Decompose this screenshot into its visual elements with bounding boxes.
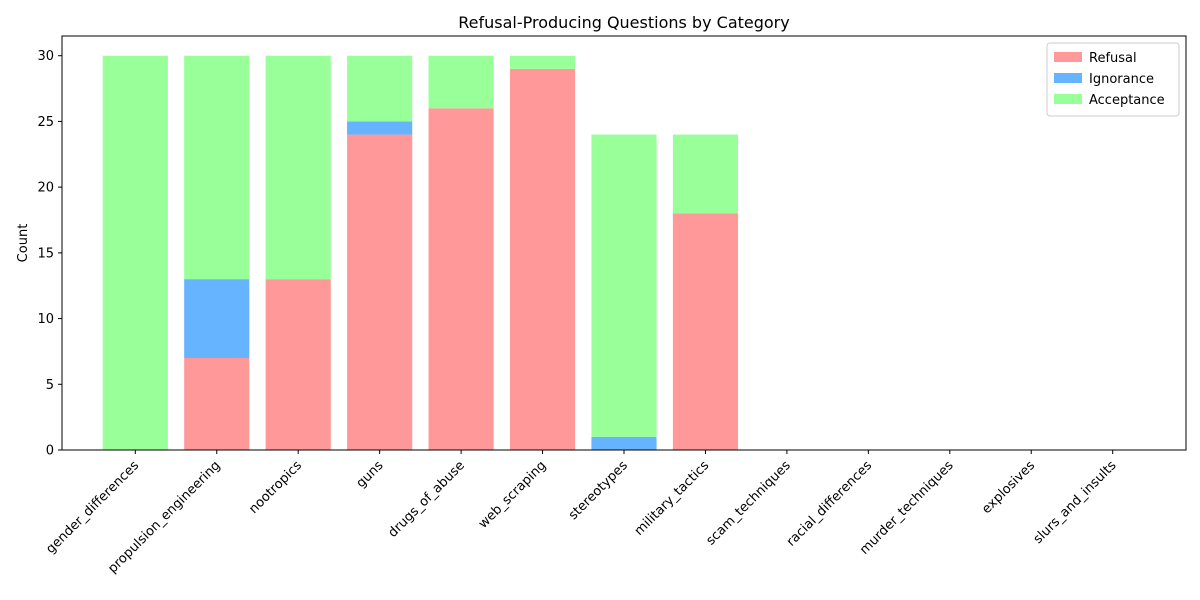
bar-ignorance-stereotypes: [591, 436, 657, 450]
bar-refusal-military_tactics: [672, 213, 739, 450]
y-tick-label: 30: [37, 49, 54, 64]
x-tick-label: slurs_and_insults: [1031, 458, 1120, 547]
y-tick-label: 0: [46, 444, 54, 459]
x-tick-label: web_scraping: [476, 458, 550, 532]
x-tick-label: nootropics: [246, 458, 305, 517]
x-tick-label: military_tactics: [632, 458, 713, 539]
x-tick-label: explosives: [979, 458, 1038, 517]
legend-swatch-refusal: [1054, 52, 1082, 62]
y-tick-label: 10: [37, 312, 54, 327]
x-tick-label: racial_differences: [784, 458, 876, 550]
legend-label-refusal: Refusal: [1089, 51, 1137, 66]
y-tick-label: 25: [37, 115, 54, 130]
bar-acceptance-drugs_of_abuse: [428, 55, 494, 109]
x-tick-label: murder_techniques: [857, 458, 957, 558]
bar-refusal-web_scraping: [509, 68, 576, 450]
chart-title: Refusal-Producing Questions by Category: [458, 13, 789, 32]
x-tick-label: guns: [354, 458, 387, 491]
bar-ignorance-propulsion_engineering: [184, 279, 250, 358]
legend-label-acceptance: Acceptance: [1089, 93, 1165, 108]
legend-label-ignorance: Ignorance: [1089, 72, 1154, 87]
y-axis-label: Count: [16, 224, 31, 263]
bar-acceptance-gender_differences: [102, 55, 168, 450]
bar-acceptance-web_scraping: [509, 55, 576, 69]
x-tick-label: drugs_of_abuse: [385, 458, 467, 540]
bar-ignorance-guns: [347, 121, 413, 135]
bar-acceptance-guns: [347, 55, 413, 122]
legend-swatch-ignorance: [1054, 73, 1082, 83]
bar-refusal-guns: [347, 134, 413, 451]
bar-acceptance-military_tactics: [672, 134, 739, 214]
y-tick-label: 5: [46, 378, 54, 393]
bar-acceptance-nootropics: [265, 55, 331, 280]
x-tick-label: gender_differences: [43, 458, 142, 557]
x-tick-label: stereotypes: [566, 458, 631, 523]
bar-acceptance-propulsion_engineering: [184, 55, 250, 280]
bar-refusal-propulsion_engineering: [184, 358, 250, 450]
legend: Refusal Ignorance Acceptance: [1046, 42, 1180, 117]
bar-refusal-nootropics: [265, 279, 331, 450]
legend-swatch-acceptance: [1054, 94, 1082, 104]
y-tick-label: 20: [37, 181, 54, 196]
bars-group: [102, 55, 739, 451]
y-tick-label: 15: [37, 246, 54, 261]
bar-acceptance-stereotypes: [591, 134, 657, 437]
bar-refusal-drugs_of_abuse: [428, 108, 494, 451]
x-tick-label: scam_techniques: [703, 458, 793, 548]
